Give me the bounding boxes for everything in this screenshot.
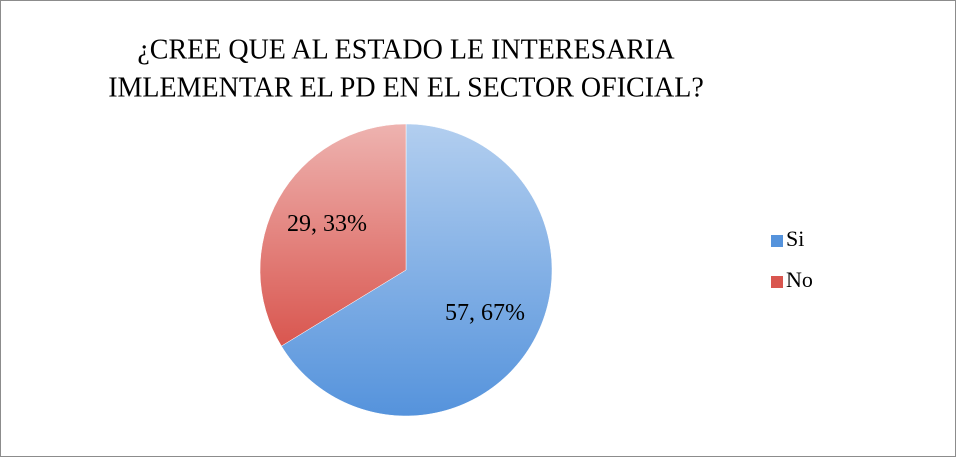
data-label: 57, 67% <box>445 300 525 326</box>
chart-title: ¿CREE QUE AL ESTADO LE INTERESARIA <box>137 34 675 65</box>
data-label: 29, 33% <box>287 211 367 237</box>
legend-swatch <box>771 235 783 247</box>
legend-swatch <box>771 276 783 288</box>
legend-label: Si <box>786 226 804 251</box>
legend-label: No <box>786 267 813 292</box>
chart-title: IMLEMENTAR EL PD EN EL SECTOR OFICIAL? <box>108 72 704 103</box>
